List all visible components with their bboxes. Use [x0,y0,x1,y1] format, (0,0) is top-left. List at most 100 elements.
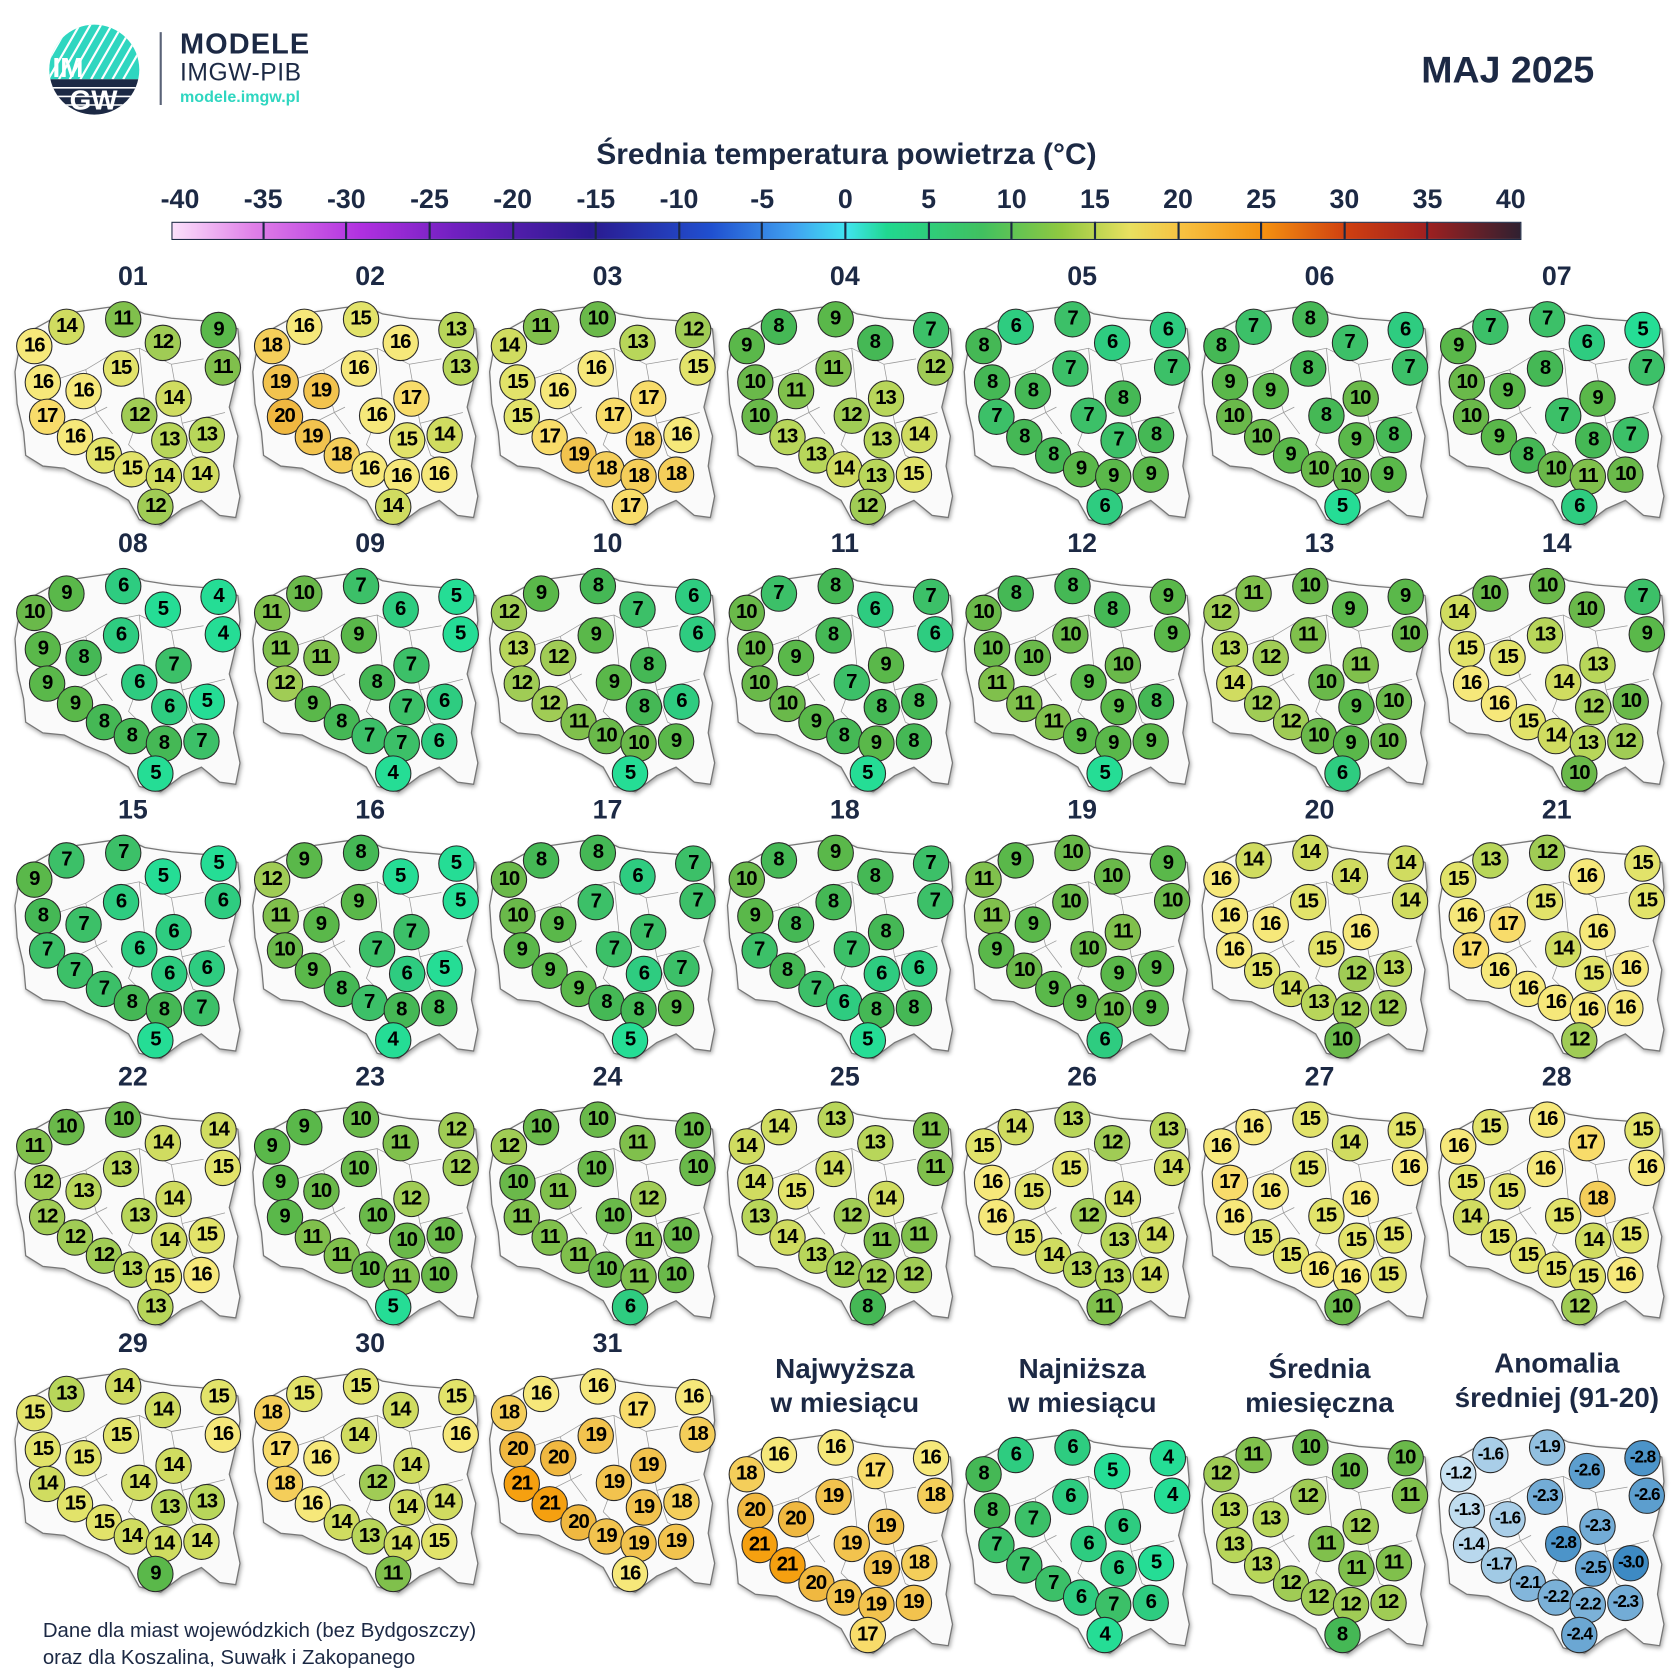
city-value-marker: 10 [973,631,1011,668]
city-value-marker: 7 [350,984,388,1022]
city-value-marker: 10 [1291,1429,1329,1466]
colorbar-tick-label: 35 [1412,184,1443,215]
city-value-marker: 15 [1014,1173,1052,1210]
city-value-marker: 8 [849,1288,886,1326]
day-label: 27 [1304,1061,1335,1092]
city-value-marker: 10 [1095,992,1132,1029]
city-value-marker: 11 [619,1125,656,1162]
city-value-marker: 9 [1132,456,1169,493]
city-value-marker: 7 [1628,349,1666,386]
city-value-marker: 10 [1307,664,1345,701]
city-value-marker: 15 [65,1440,102,1477]
city-value-marker: 15 [1375,1217,1412,1254]
city-value-marker: 5 [849,755,886,792]
city-value-marker: 9 [1100,955,1137,993]
summary-title-line-2: średniej (91-20) [1454,1381,1659,1414]
city-value-marker: 16 [1391,1149,1428,1187]
city-value-marker: 8 [973,1492,1011,1529]
city-value-marker: 14 [1537,717,1574,755]
city-value-marker: 11 [1391,1477,1428,1514]
city-value-marker: 7 [1234,308,1272,346]
city-value-marker: 6 [1386,311,1424,349]
city-value-marker: 5 [1624,311,1661,349]
city-value-marker: 15 [102,350,140,387]
city-value-marker: 15 [1369,1256,1407,1294]
day-map: 16 16 17 16 18 18 19 20 20 19 21 19 21 19 18 20 19 19 19 16 [481,1368,722,1598]
city-value-marker: 15 [24,1431,62,1468]
city-value-marker: 8 [420,990,457,1027]
city-value-marker: 10 [679,1149,716,1187]
summary-title-line-1: Anomalia [1494,1346,1620,1379]
city-value-marker: 16 [611,1555,649,1593]
city-value-marker: 6 [825,984,862,1022]
city-value-marker: 10 [302,1173,340,1210]
city-value-marker: 16 [65,372,102,410]
city-value-marker: 9 [867,647,904,684]
city-value-marker: 12 [1561,1022,1598,1059]
city-value-marker: 10 [522,1108,560,1146]
city-value-marker: 12 [1369,990,1407,1027]
city-value-marker: 6 [151,688,188,726]
city-value-marker: 15 [342,1368,379,1405]
city-value-marker: 13 [113,1251,151,1288]
city-value-marker: 8 [1054,567,1091,605]
city-value-marker: 6 [663,683,700,721]
city-value-marker: 10 [490,861,528,898]
city-value-marker: 14 [736,1164,774,1202]
city-value-marker: 6 [1062,1579,1100,1616]
city-value-marker: 16 [302,1440,340,1477]
day-label: 24 [592,1061,623,1092]
colorbar-tick [345,221,348,239]
city-value-marker: 19 [630,1447,667,1484]
city-value-marker: 6 [1070,1525,1107,1563]
summary-map: 16 16 17 16 18 18 19 20 20 19 21 19 21 19 18 20 19 19 19 17 [718,1429,959,1659]
city-value-marker: 9 [657,723,695,760]
city-value-marker: 14 [1137,1217,1175,1254]
city-value-marker: 7 [1528,301,1566,338]
city-value-marker: -2.4 [1561,1616,1598,1654]
colorbar-tick-label: -40 [160,184,200,215]
city-value-marker: 14 [155,1180,192,1218]
city-value-marker: 9 [657,990,695,1027]
city-value-marker: 16 [441,1416,479,1453]
city-value-marker: 16 [1215,1198,1252,1236]
city-value-marker: 11 [381,1125,419,1162]
city-value-marker: 18 [1579,1180,1616,1218]
city-value-marker: 18 [679,1416,716,1453]
city-value-marker: 20 [266,398,303,436]
city-value-marker: 12 [28,1198,66,1236]
city-value-marker: 14 [1234,842,1272,879]
city-value-marker: 6 [155,913,192,951]
city-value-marker: 5 [437,845,475,882]
city-value-marker: -2.3 [1579,1508,1616,1546]
summary-title-line-2: w miesiącu [1007,1386,1157,1419]
city-value-marker: 16 [1528,1101,1566,1138]
day-label: 30 [355,1328,386,1359]
colorbar-tick [594,221,597,239]
city-value-marker: 9 [1251,372,1289,410]
city-value-marker: 11 [814,350,852,387]
footnote: Dane dla miast wojewódzkich (bez Bydgosz… [43,1618,476,1672]
city-value-marker: 10 [48,1108,85,1146]
city-value-marker: 7 [1006,1547,1043,1584]
city-value-marker: 5 [1323,488,1361,526]
city-value-marker: 15 [102,1417,140,1454]
city-value-marker: 9 [577,617,614,654]
city-value-marker: 15 [1448,1164,1486,1202]
city-value-marker: 16 [973,1164,1011,1202]
city-value-marker: 11 [105,301,142,338]
city-value-marker: 6 [1100,1550,1137,1587]
colorbar-tick-label: -30 [326,184,366,215]
city-value-marker: 8 [867,913,904,951]
city-value-marker: 7 [619,591,656,628]
city-value-marker: 7 [912,311,949,349]
city-value-marker: 14 [867,1180,904,1218]
city-value-marker: 15 [965,1128,1002,1165]
colorbar-tick-label: 15 [1079,184,1110,215]
city-value-marker: 10 [1153,882,1191,920]
colorbar-tick-label: 40 [1495,184,1526,215]
city-value-marker: 6 [121,664,158,701]
day-map: 8 9 8 7 9 12 11 10 11 13 10 12 13 13 14 13 14 13 15 12 [718,301,959,531]
city-value-marker: 10 [1612,683,1649,721]
